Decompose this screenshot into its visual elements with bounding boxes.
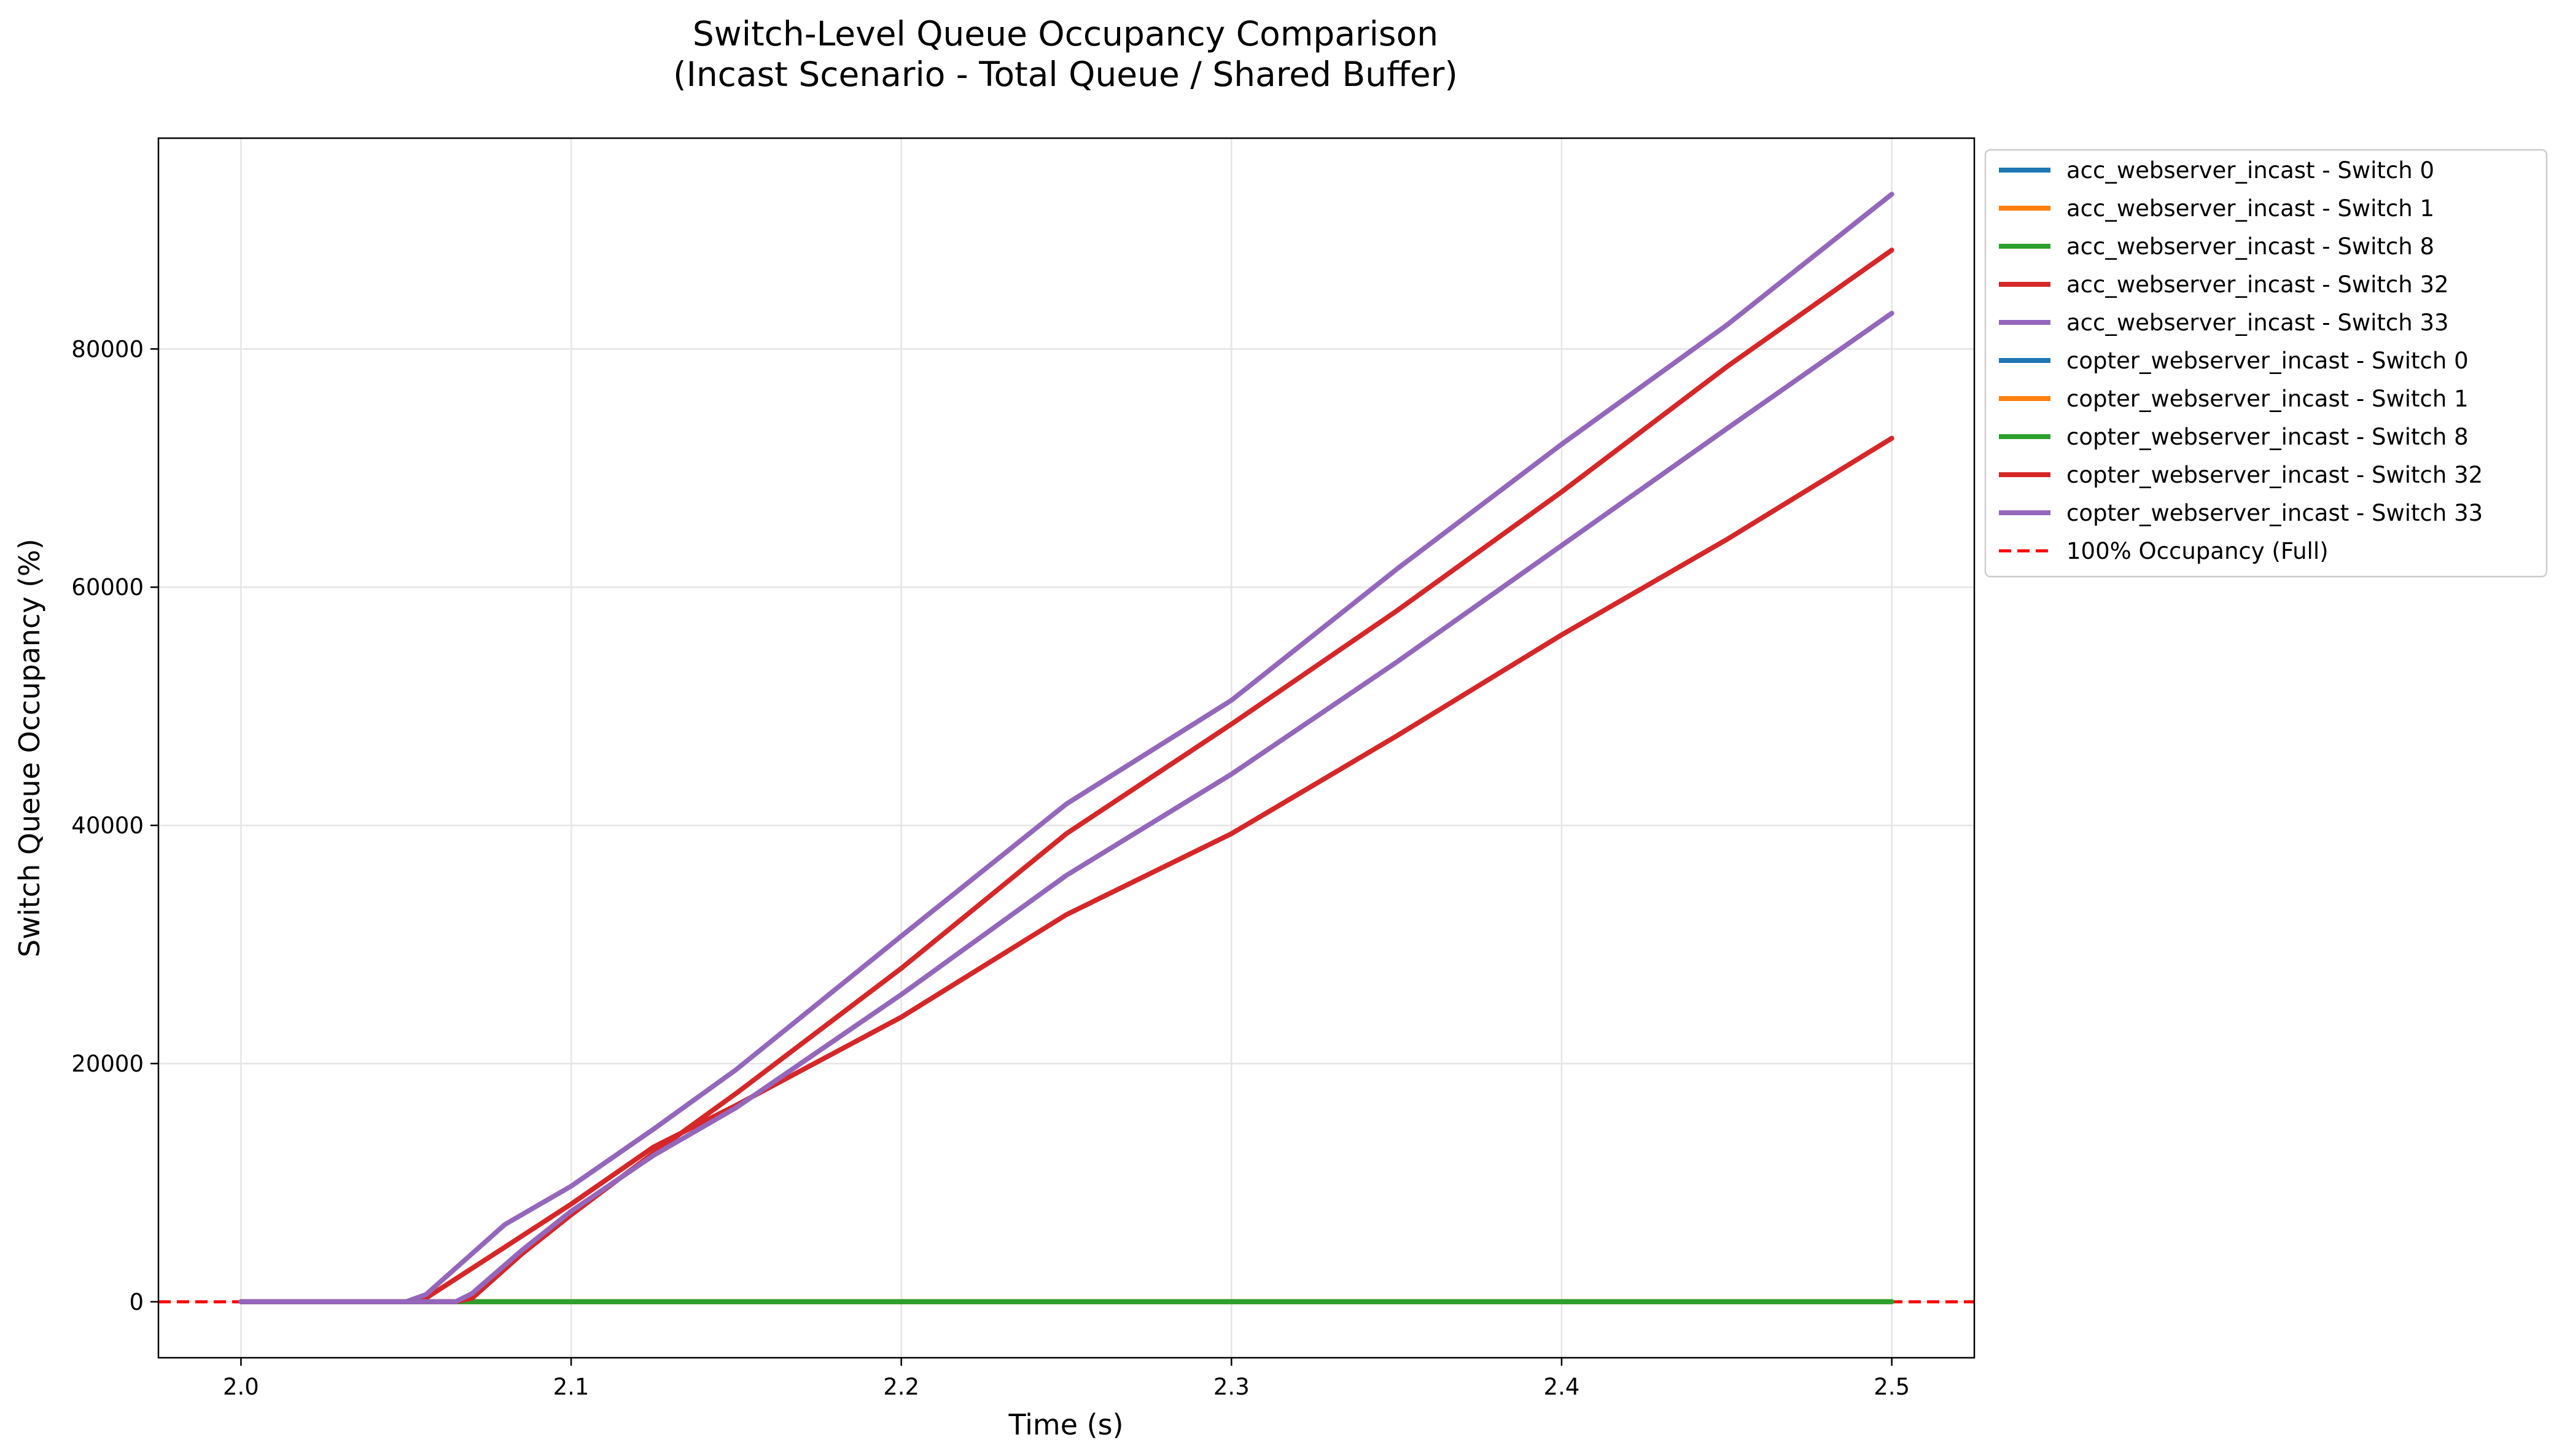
series-line xyxy=(238,247,1894,1304)
legend-item: copter_webserver_incast - Switch 33 xyxy=(1999,500,2483,526)
legend-item: copter_webserver_incast - Switch 32 xyxy=(1999,462,2483,488)
legend-label: copter_webserver_incast - Switch 1 xyxy=(2066,386,2469,412)
y-tick-label: 0 xyxy=(129,1289,144,1315)
x-tick-label: 2.4 xyxy=(1544,1374,1580,1400)
legend-item: copter_webserver_incast - Switch 0 xyxy=(1999,348,2469,374)
x-tick-label: 2.0 xyxy=(223,1374,259,1400)
legend-label: copter_webserver_incast - Switch 32 xyxy=(2066,462,2483,488)
legend-label: acc_webserver_incast - Switch 0 xyxy=(2066,157,2434,184)
legend-item: acc_webserver_incast - Switch 32 xyxy=(1999,271,2449,298)
series-line xyxy=(238,311,1894,1304)
legend-item: copter_webserver_incast - Switch 8 xyxy=(1999,424,2469,450)
chart-title: Switch-Level Queue Occupancy Comparison xyxy=(693,14,1438,53)
y-tick-label: 20000 xyxy=(71,1051,144,1077)
legend-item: acc_webserver_incast - Switch 1 xyxy=(1999,195,2434,222)
legend-label: acc_webserver_incast - Switch 33 xyxy=(2066,309,2449,336)
legend-item: acc_webserver_incast - Switch 0 xyxy=(1999,157,2434,184)
series-line xyxy=(238,435,1894,1304)
legend-label: copter_webserver_incast - Switch 0 xyxy=(2066,348,2469,374)
y-tick-label: 40000 xyxy=(71,812,144,839)
legend-item: acc_webserver_incast - Switch 33 xyxy=(1999,309,2449,336)
legend-label: acc_webserver_incast - Switch 32 xyxy=(2066,271,2449,298)
legend-item: 100% Occupancy (Full) xyxy=(1999,538,2329,564)
x-axis-label: Time (s) xyxy=(1008,1408,1123,1441)
legend-label: acc_webserver_incast - Switch 8 xyxy=(2066,233,2434,260)
y-axis-label: Switch Queue Occupancy (%) xyxy=(13,539,46,957)
legend-label: 100% Occupancy (Full) xyxy=(2066,538,2329,564)
y-tick-label: 60000 xyxy=(71,574,144,601)
chart-subtitle: (Incast Scenario - Total Queue / Shared … xyxy=(673,55,1458,94)
x-axis-ticks: 2.0 2.1 2.2 2.3 2.4 2.5 xyxy=(223,1358,1910,1400)
legend-label: acc_webserver_incast - Switch 1 xyxy=(2066,195,2434,222)
grid-lines xyxy=(158,138,1974,1358)
legend-label: copter_webserver_incast - Switch 33 xyxy=(2066,500,2483,526)
series-layer xyxy=(238,192,1894,1304)
plot-area-frame xyxy=(157,137,1976,1359)
legend-frame xyxy=(1984,149,2548,578)
x-tick-label: 2.1 xyxy=(553,1374,590,1400)
x-tick-label: 2.5 xyxy=(1874,1374,1910,1400)
legend-item: copter_webserver_incast - Switch 1 xyxy=(1999,386,2469,412)
legend: acc_webserver_incast - Switch 0 acc_webse… xyxy=(1984,149,2548,578)
series-line xyxy=(238,192,1894,1304)
x-tick-label: 2.2 xyxy=(883,1374,919,1400)
y-axis-ticks: 0 20000 40000 60000 80000 xyxy=(71,336,158,1315)
y-tick-label: 80000 xyxy=(71,336,144,362)
x-tick-label: 2.3 xyxy=(1213,1374,1250,1400)
legend-label: copter_webserver_incast - Switch 8 xyxy=(2066,424,2469,450)
legend-item: acc_webserver_incast - Switch 8 xyxy=(1999,233,2434,260)
